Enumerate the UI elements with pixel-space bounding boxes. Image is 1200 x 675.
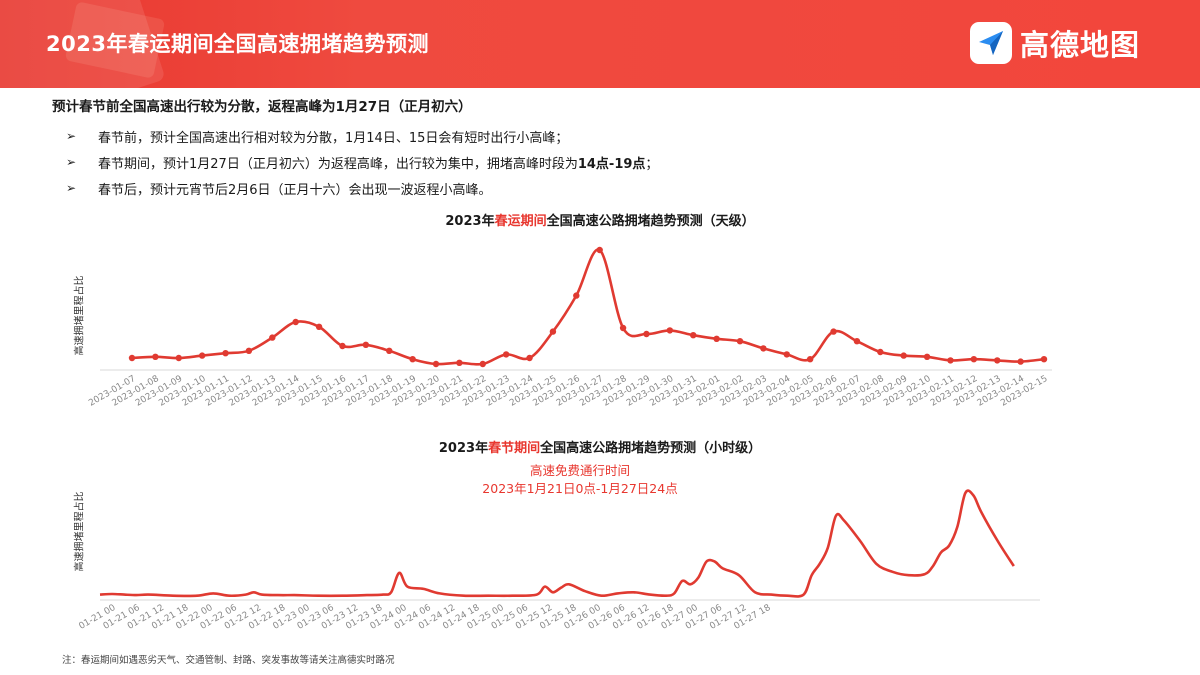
bullet-text: 春节期间，预计1月27日（正月初六）为返程高峰，出行较为集中，拥堵高峰时段为 <box>98 156 578 172</box>
chart-title-part: 全国高速公路拥堵趋势预测（小时级） <box>540 441 762 456</box>
daily-data-point <box>970 356 978 363</box>
daily-data-point <box>596 246 603 254</box>
daily-data-point <box>198 352 206 359</box>
brand-logo: 高德地图 <box>970 22 1140 64</box>
annotation-line: 高速免费通行时间 <box>529 463 630 478</box>
daily-data-point <box>1017 358 1024 365</box>
daily-data-point <box>666 327 674 334</box>
bullet-strong-text: 14点-19点 <box>577 156 646 172</box>
daily-data-point <box>643 330 650 338</box>
daily-data-point <box>292 318 299 326</box>
daily-data-point <box>128 354 136 362</box>
daily-data-point <box>830 328 837 335</box>
list-item: ➢ 春节后，预计元宵节后2月6日（正月十六）会出现一波返程小高峰。 <box>66 175 658 201</box>
footnote: 注：春运期间如遇恶劣天气、交通管制、封路、突发事故等请关注高德实时路况 <box>62 655 395 666</box>
daily-data-point <box>409 356 416 363</box>
navigation-arrow-icon <box>970 22 1012 64</box>
daily-data-point <box>386 347 393 354</box>
daily-data-point <box>175 354 182 362</box>
brand-logo-text: 高德地图 <box>1020 28 1141 62</box>
list-item: ➢ 春节期间，预计1月27日（正月初六）为返程高峰，出行较为集中，拥堵高峰时段为… <box>66 149 658 175</box>
daily-data-point <box>690 332 697 339</box>
daily-data-point <box>339 342 346 350</box>
bullet-text: 春节前，预计全国高速出行相对较为分散，1月14日、15日会有短时出行小高峰； <box>98 130 569 146</box>
daily-data-point <box>853 338 861 345</box>
header-banner: 2023年春运期间全国高速拥堵趋势预测 高德地图 <box>0 0 1200 88</box>
daily-data-point <box>713 335 720 342</box>
daily-data-point <box>736 338 744 345</box>
daily-data-point <box>783 351 790 358</box>
daily-data-point <box>994 357 1001 364</box>
chart-title-part: 2023年 <box>445 214 495 229</box>
page-title: 2023年春运期间全国高速拥堵趋势预测 <box>46 32 429 56</box>
daily-data-point <box>456 359 463 366</box>
chart-title-highlight: 春节期间 <box>488 441 541 456</box>
chart-title-highlight: 春运期间 <box>494 214 547 229</box>
daily-data-point <box>152 353 159 360</box>
daily-data-point <box>806 356 814 363</box>
daily-data-point <box>502 351 510 358</box>
arrow-bullet-icon: ➢ <box>66 129 77 143</box>
daily-series-line <box>131 248 1045 366</box>
bullet-text: 春节后，预计元宵节后2月6日（正月十六）会出现一波返程小高峰。 <box>98 182 492 198</box>
arrow-bullet-icon: ➢ <box>66 155 77 169</box>
daily-data-point <box>245 347 253 354</box>
daily-data-point <box>222 350 229 357</box>
daily-data-point <box>315 323 323 330</box>
hourly-chart-title: 2023年春节期间全国高速公路拥堵趋势预测（小时级） <box>0 437 1200 456</box>
daily-chart-title: 2023年春运期间全国高速公路拥堵趋势预测（天级） <box>0 210 1200 229</box>
summary-text: 预计春节前全国高速出行较为分散，返程高峰为1月27日（正月初六） <box>52 99 472 115</box>
daily-data-point <box>432 360 440 368</box>
daily-data-point <box>526 354 533 362</box>
daily-data-point <box>900 352 907 359</box>
daily-data-point <box>269 334 276 341</box>
annotation-line: 2023年1月21日0点-1月27日24点 <box>482 481 678 496</box>
daily-data-point <box>877 348 884 356</box>
daily-data-point <box>549 328 557 335</box>
daily-data-point <box>760 345 767 352</box>
daily-data-point <box>479 360 486 368</box>
hourly-series-line <box>99 489 1015 598</box>
chart-title-part: 全国高速公路拥堵趋势预测（天级） <box>546 214 755 229</box>
daily-data-point <box>1040 356 1048 363</box>
daily-data-point <box>947 357 954 364</box>
list-item: ➢ 春节前，预计全国高速出行相对较为分散，1月14日、15日会有短时出行小高峰； <box>66 123 658 149</box>
daily-data-point <box>362 341 370 348</box>
arrow-bullet-icon: ➢ <box>66 181 77 195</box>
daily-data-point <box>619 324 627 332</box>
chart-title-part: 2023年 <box>438 441 489 456</box>
daily-data-point <box>923 353 931 360</box>
bullet-list: ➢ 春节前，预计全国高速出行相对较为分散，1月14日、15日会有短时出行小高峰；… <box>66 123 658 201</box>
free-toll-annotation: 高速免费通行时间 2023年1月21日0点-1月27日24点 <box>380 462 780 498</box>
daily-data-point <box>573 292 580 299</box>
bullet-tail-text: ； <box>645 156 659 172</box>
